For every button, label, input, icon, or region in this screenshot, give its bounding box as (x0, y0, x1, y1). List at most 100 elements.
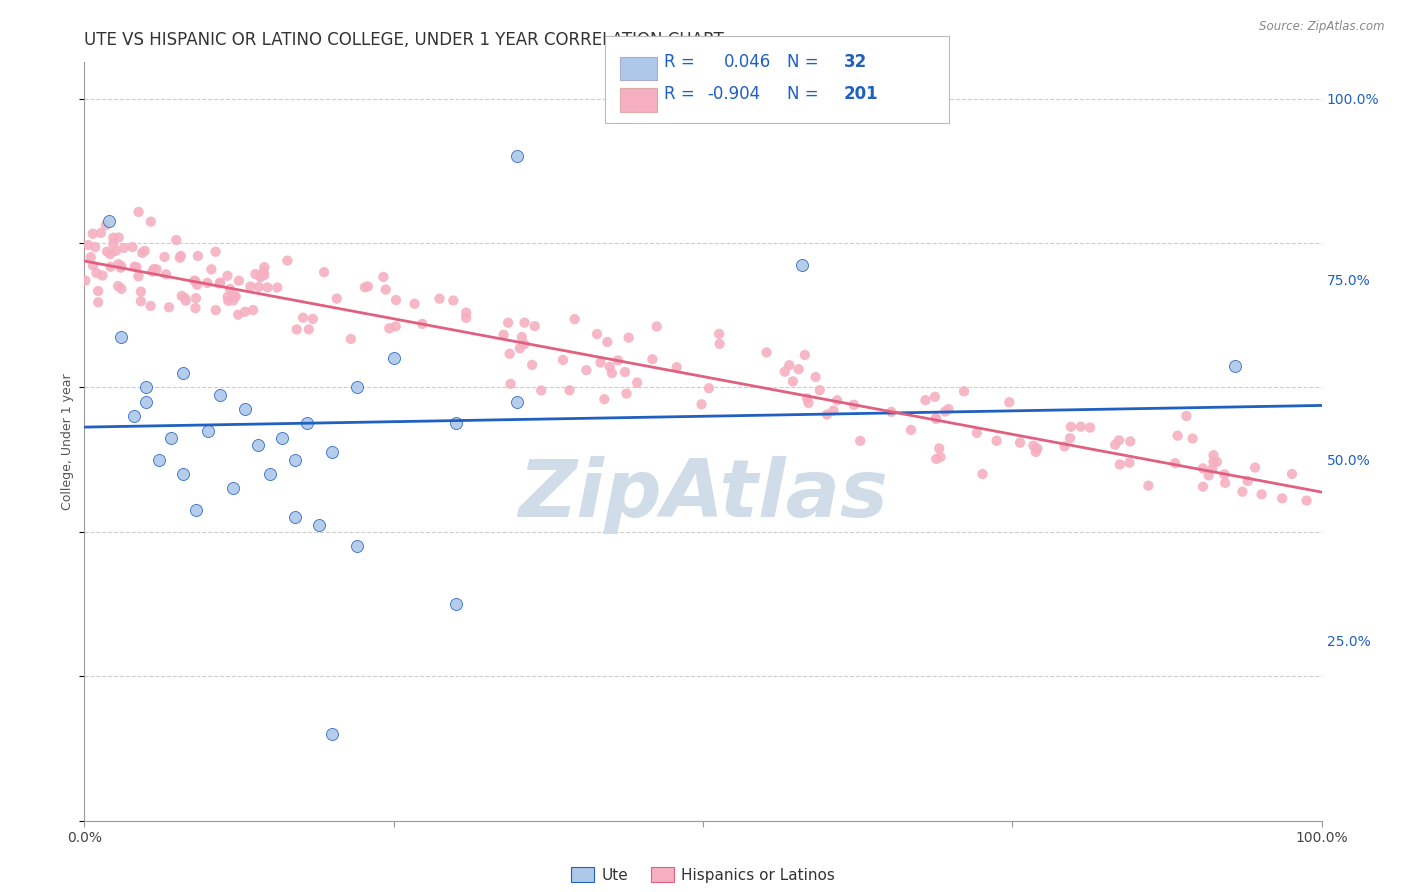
Point (94, 218, 117, 232)
Point (77, 238, 100, 252)
Point (197, 424, 219, 438)
Point (103, 236, 125, 251)
Point (80, 250, 103, 264)
Point (513, 316, 536, 330)
Point (1108, 434, 1130, 448)
Point (411, 317, 433, 331)
Point (141, 265, 163, 279)
Point (186, 277, 208, 292)
Point (195, 276, 218, 290)
Point (496, 316, 519, 330)
Point (326, 292, 349, 306)
Point (1223, 359, 1246, 373)
Point (174, 293, 197, 308)
Point (616, 386, 638, 401)
Point (284, 452, 307, 467)
Point (172, 467, 194, 481)
Point (804, 370, 827, 384)
Point (103, 230, 125, 244)
Point (249, 270, 271, 285)
Point (593, 392, 616, 407)
Point (128, 205, 150, 219)
Point (98, 247, 121, 261)
Point (165, 233, 187, 247)
Point (825, 393, 848, 408)
Point (815, 408, 838, 422)
Point (1167, 428, 1189, 442)
Point (292, 310, 315, 325)
Point (222, 482, 245, 496)
Point (246, 438, 269, 452)
Point (134, 244, 156, 258)
Point (599, 359, 621, 374)
Point (707, 326, 730, 341)
Point (1181, 432, 1204, 446)
Point (224, 289, 246, 303)
Point (1070, 419, 1092, 434)
Point (148, 452, 170, 467)
Point (444, 417, 467, 431)
Point (91, 268, 114, 283)
Point (107, 257, 129, 271)
Point (252, 265, 274, 279)
Point (110, 260, 132, 275)
Point (107, 279, 129, 293)
Point (346, 539, 368, 553)
Point (1202, 455, 1225, 469)
Point (793, 348, 815, 362)
Text: Source: ZipAtlas.com: Source: ZipAtlas.com (1260, 20, 1385, 33)
Text: 201: 201 (844, 85, 879, 103)
Point (170, 249, 193, 263)
Point (155, 267, 177, 281)
Point (823, 403, 845, 417)
Point (404, 297, 426, 311)
Text: 32: 32 (844, 54, 868, 71)
Point (153, 250, 176, 264)
Point (382, 351, 405, 366)
Point (110, 282, 132, 296)
Point (204, 303, 226, 318)
Point (184, 503, 207, 517)
Point (1104, 438, 1126, 452)
Point (285, 322, 308, 336)
Point (145, 262, 167, 277)
Text: N =: N = (787, 85, 818, 103)
Point (249, 268, 271, 283)
Point (492, 327, 515, 342)
Point (284, 510, 307, 524)
Point (513, 337, 536, 351)
Text: R =: R = (664, 54, 695, 71)
Point (520, 358, 543, 372)
Point (1137, 478, 1160, 492)
Point (222, 293, 245, 308)
Point (925, 412, 948, 426)
Point (617, 331, 640, 345)
Point (157, 300, 180, 314)
Point (233, 402, 256, 417)
Point (135, 394, 157, 409)
Point (357, 279, 380, 293)
Point (253, 268, 276, 282)
Point (82, 259, 104, 273)
Point (509, 341, 531, 355)
Point (184, 301, 207, 315)
Point (1192, 480, 1215, 494)
Point (340, 332, 363, 346)
Point (121, 240, 143, 254)
Point (314, 265, 336, 279)
Point (247, 280, 270, 294)
Point (773, 365, 796, 379)
Point (170, 289, 193, 303)
Point (925, 411, 948, 425)
Point (112, 241, 135, 255)
Point (938, 402, 960, 417)
Point (271, 431, 294, 445)
Point (1271, 491, 1294, 506)
Point (129, 285, 152, 299)
Point (184, 291, 207, 305)
Point (160, 431, 183, 445)
Point (523, 319, 546, 334)
Point (184, 274, 207, 288)
Point (84, 240, 107, 254)
Point (239, 279, 262, 293)
